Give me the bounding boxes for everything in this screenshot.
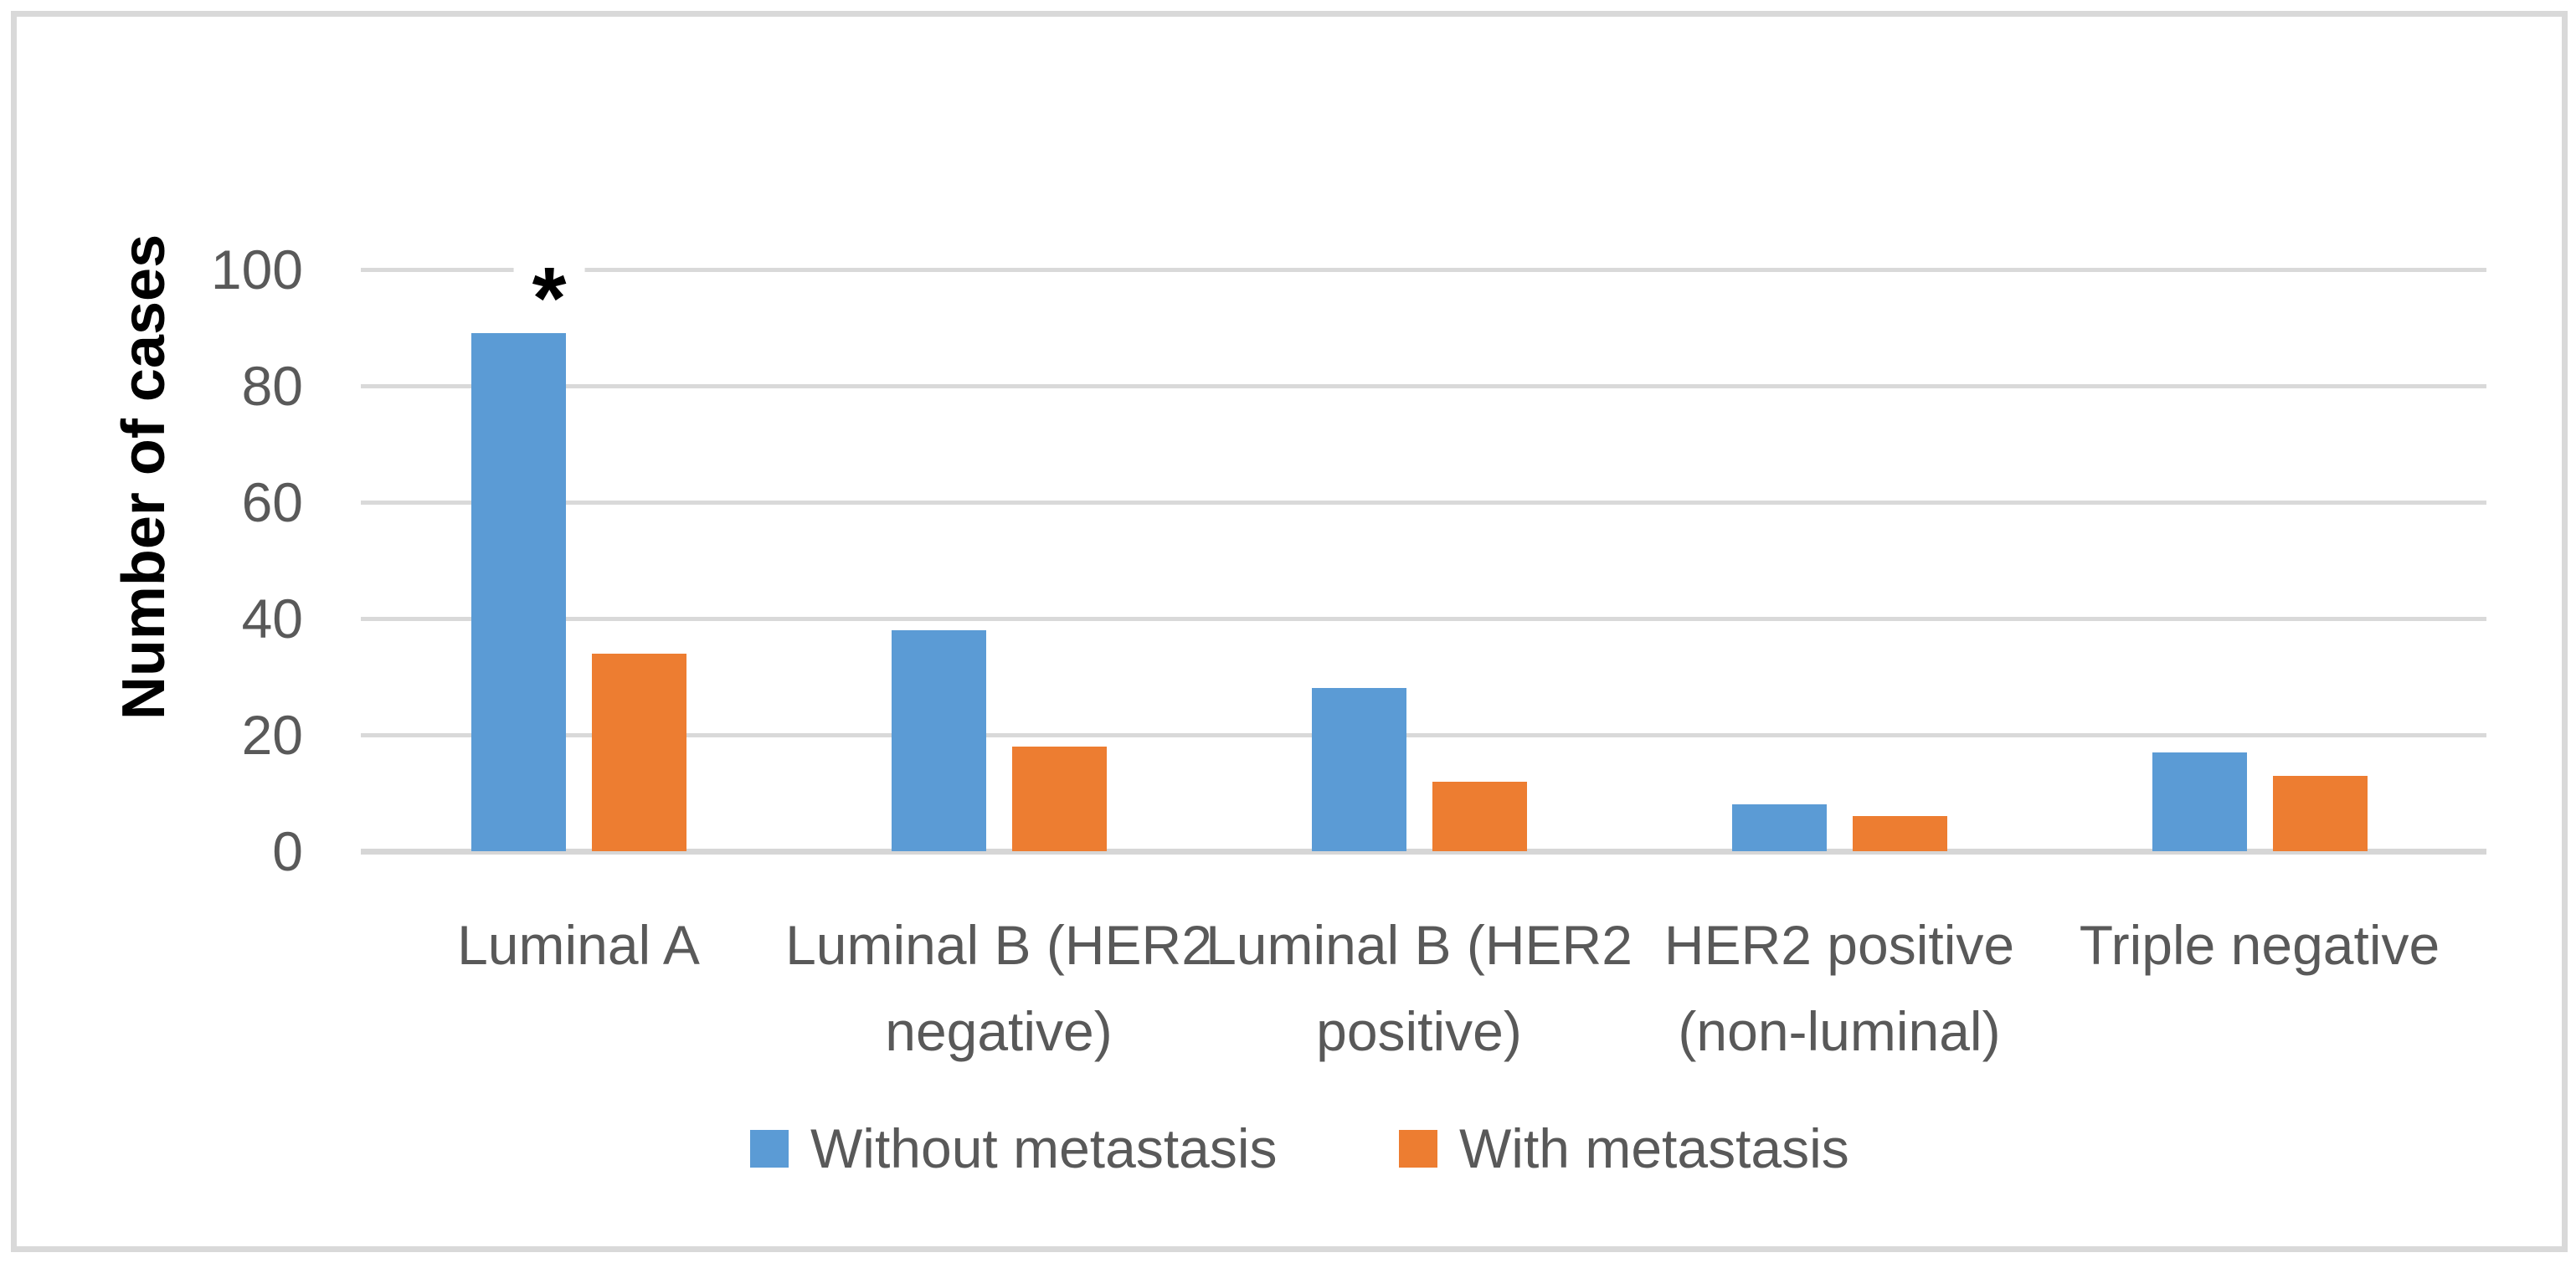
- gridline: [361, 732, 2486, 737]
- x-axis-line: [361, 848, 2486, 855]
- legend-item-with-metastasis: With metastasis: [1399, 1117, 1849, 1179]
- y-axis-tick-label: 40: [241, 588, 303, 649]
- bar-with-metastasis-luminal-b-her2: [1432, 781, 1527, 851]
- gridline: [361, 383, 2486, 388]
- category-label-triple-negative: Triple negative: [2079, 914, 2440, 976]
- figure-border-frame: [11, 11, 2568, 1252]
- bar-with-metastasis-her2-positive: [1852, 816, 1947, 851]
- category-label-luminal-b-her2: Luminal B (HER2 positive): [1206, 914, 1632, 1062]
- gridline: [361, 616, 2486, 621]
- legend-swatch-icon-without-metastasis: [750, 1129, 789, 1168]
- y-axis-tick-label: 60: [241, 471, 303, 533]
- bar-without-metastasis-triple-negative: [2152, 752, 2247, 851]
- legend-swatch-icon-with-metastasis: [1399, 1129, 1437, 1168]
- significance-asterisk: *: [513, 254, 585, 342]
- category-label-her2-positive: HER2 positive (non-luminal): [1663, 914, 2015, 1062]
- y-axis-tick-label: 100: [210, 239, 303, 300]
- bar-without-metastasis-her2-positive: [1731, 804, 1827, 851]
- gridline: [361, 500, 2486, 505]
- gridline: [361, 267, 2486, 272]
- bar-with-metastasis-triple-negative: [2272, 775, 2368, 851]
- bar-without-metastasis-luminal-a: [470, 333, 566, 851]
- y-axis-tick-label: 80: [241, 355, 303, 417]
- bar-without-metastasis-luminal-b-her2: [1311, 688, 1406, 851]
- legend-label: With metastasis: [1459, 1117, 1849, 1179]
- legend-item-without-metastasis: Without metastasis: [750, 1117, 1278, 1179]
- category-label-luminal-a: Luminal A: [457, 914, 700, 976]
- y-axis-tick-label: 20: [241, 704, 303, 766]
- category-label-luminal-b-her2: Luminal B (HER2 negative): [785, 914, 1212, 1062]
- bar-without-metastasis-luminal-b-her2: [891, 629, 986, 851]
- legend-label: Without metastasis: [810, 1117, 1278, 1179]
- bar-with-metastasis-luminal-a: [591, 653, 686, 851]
- y-axis-tick-label: 0: [272, 820, 303, 882]
- bar-with-metastasis-luminal-b-her2: [1011, 746, 1107, 851]
